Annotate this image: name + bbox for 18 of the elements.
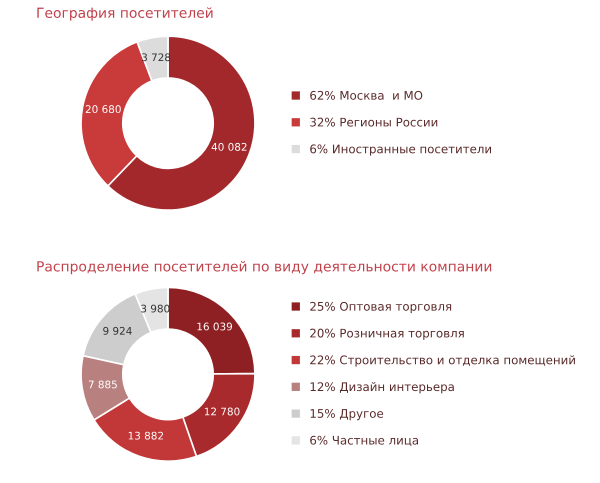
data-label: 13 882 (128, 432, 163, 440)
legend-label: 20% Розничная торговля (310, 328, 464, 340)
legend-label: 15% Другое (310, 408, 384, 420)
legend-label: 12% Дизайн интерьера (310, 382, 454, 394)
data-label: 16 039 (197, 322, 232, 330)
legend-label: 6% Иностранные посетители (310, 144, 492, 156)
legend-label: 6% Частные лица (310, 436, 418, 446)
data-label: 40 082 (212, 142, 246, 151)
legend-label: 22% Строительство и отделка помещений (310, 355, 575, 367)
data-label: 7 885 (88, 380, 117, 388)
data-label: 12 780 (204, 408, 240, 416)
chart-title: Распроделение посетителей по виду деятельности компании (37, 260, 492, 274)
legend-label: 62% Москва и МО (310, 90, 422, 100)
chart-title: География посетителей (37, 7, 213, 21)
data-label: 20 680 (86, 105, 121, 114)
data-label: 9 924 (103, 326, 132, 335)
legend-label: 32% Регионы России (310, 118, 438, 127)
legend-label: 25% Оптовая торговля (310, 302, 452, 314)
